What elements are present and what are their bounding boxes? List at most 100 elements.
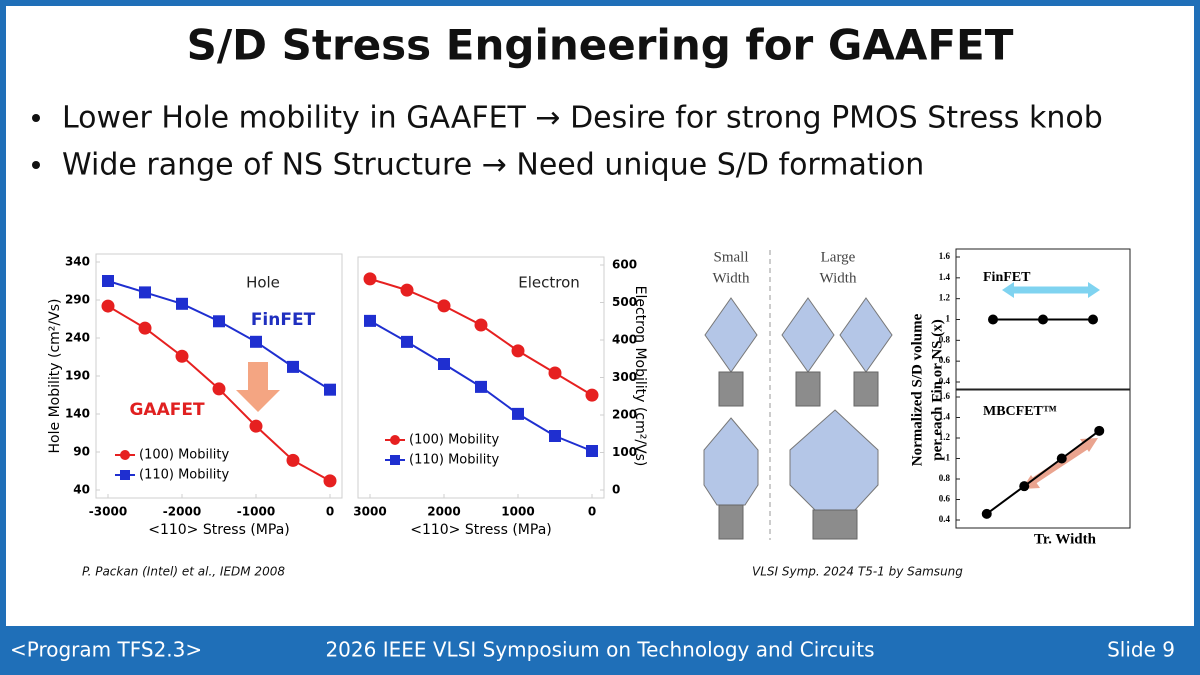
x-tick-label: 1000	[501, 505, 534, 519]
fin	[853, 371, 879, 407]
marker	[585, 388, 599, 402]
chart-title: MBCFET™	[983, 404, 1057, 419]
citation: VLSI Symp. 2024 T5-1 by Samsung	[752, 565, 963, 579]
marker	[1056, 453, 1067, 464]
diagram-label: Small	[713, 249, 748, 265]
y-axis-label: Electron Mobility (cm²/Vs)	[632, 286, 648, 467]
marker	[511, 344, 525, 358]
fin	[718, 371, 744, 407]
marker	[286, 453, 300, 467]
marker	[212, 382, 226, 396]
y-tick-label: 0.4	[939, 376, 951, 386]
diagram-label: Large	[821, 249, 856, 265]
series-line	[986, 430, 1100, 515]
marker	[1094, 425, 1105, 436]
y-tick-label: 0.6	[939, 494, 951, 504]
marker	[101, 299, 115, 313]
x-tick-label: 2000	[427, 505, 460, 519]
x-tick-label: -1000	[237, 505, 275, 519]
marker	[474, 318, 488, 332]
marker	[363, 272, 377, 286]
legend-marker	[390, 455, 400, 465]
y-tick-label: 190	[65, 369, 90, 383]
citation: P. Packan (Intel) et al., IEDM 2008	[82, 565, 285, 579]
y-tick-label: 200	[612, 408, 637, 422]
marker	[364, 314, 376, 327]
y-tick-label: 40	[73, 483, 90, 497]
finfet-range-arrow	[1002, 282, 1100, 298]
x-tick-label: -3000	[89, 505, 127, 519]
y-tick-label: 1.4	[939, 272, 951, 282]
marker	[1088, 314, 1098, 325]
x-axis-label: <110> Stress (MPa)	[148, 522, 290, 538]
legend-marker	[120, 470, 130, 480]
marker	[475, 380, 487, 393]
bullet: Lower Hole mobility in GAAFET → Desire f…	[62, 101, 1103, 136]
footer-center: 2026 IEEE VLSI Symposium on Technology a…	[325, 638, 874, 662]
fin	[718, 504, 744, 540]
marker	[438, 358, 450, 370]
y-tick-label: 90	[73, 445, 90, 459]
annotation: GAAFET	[129, 400, 204, 420]
y-axis-label: per each Fin or NS (x)	[929, 319, 945, 461]
marker	[175, 349, 189, 363]
footer-left: <Program TFS2.3>	[10, 638, 202, 662]
y-tick-label: 500	[612, 295, 637, 309]
y-tick-label: 290	[65, 293, 90, 307]
marker	[250, 335, 262, 348]
y-tick-label: 0.6	[939, 355, 951, 365]
decrease-arrow	[236, 362, 280, 412]
marker	[323, 474, 337, 488]
y-tick-label: 0.8	[939, 473, 951, 483]
marker	[1019, 481, 1030, 492]
legend-label: (110) Mobility	[139, 468, 229, 483]
y-tick-label: 1.4	[939, 412, 951, 422]
marker	[512, 407, 524, 420]
marker	[400, 283, 414, 297]
y-tick-label: 140	[65, 407, 90, 421]
diagram-label: Width	[820, 270, 857, 286]
marker	[138, 321, 152, 335]
y-tick-label: 240	[65, 331, 90, 345]
marker	[1038, 314, 1048, 325]
fin	[795, 371, 821, 407]
legend-label: (100) Mobility	[409, 433, 499, 448]
marker	[324, 383, 336, 396]
bullet-dot	[32, 161, 40, 169]
annotation: Hole	[246, 274, 280, 292]
marker	[102, 275, 114, 287]
y-tick-label: 1.2	[939, 293, 951, 303]
marker	[213, 315, 225, 328]
marker	[548, 366, 562, 380]
annotation: FinFET	[251, 310, 316, 330]
x-tick-label: 3000	[353, 505, 386, 519]
slide-title: S/D Stress Engineering for GAAFET	[187, 21, 1014, 70]
diagram-label: Width	[713, 270, 750, 286]
y-axis-label: Normalized S/D volume	[909, 313, 925, 466]
legend-marker	[120, 450, 130, 460]
marker	[981, 508, 992, 519]
marker	[401, 335, 413, 348]
marker	[176, 297, 188, 310]
x-axis-label: <110> Stress (MPa)	[410, 522, 552, 538]
marker	[437, 299, 451, 313]
x-tick-label: 0	[326, 505, 334, 519]
y-tick-label: 0.8	[939, 334, 951, 344]
marker	[586, 445, 598, 457]
fin	[812, 509, 858, 540]
bullet: Wide range of NS Structure → Need unique…	[62, 148, 924, 183]
y-tick-label: 1	[946, 453, 951, 463]
legend-marker	[390, 435, 400, 445]
y-tick-label: 300	[612, 370, 637, 384]
y-tick-label: 0	[612, 483, 620, 497]
marker	[549, 430, 561, 442]
y-tick-label: 340	[65, 255, 90, 269]
x-tick-label: -2000	[163, 505, 201, 519]
y-tick-label: 0.4	[939, 514, 951, 524]
annotation: Electron	[518, 274, 580, 292]
y-tick-label: 1.6	[939, 391, 951, 401]
fins	[718, 371, 879, 540]
y-tick-label: 1.6	[939, 251, 951, 261]
y-axis-label: Hole Mobility (cm²/Vs)	[47, 299, 63, 454]
